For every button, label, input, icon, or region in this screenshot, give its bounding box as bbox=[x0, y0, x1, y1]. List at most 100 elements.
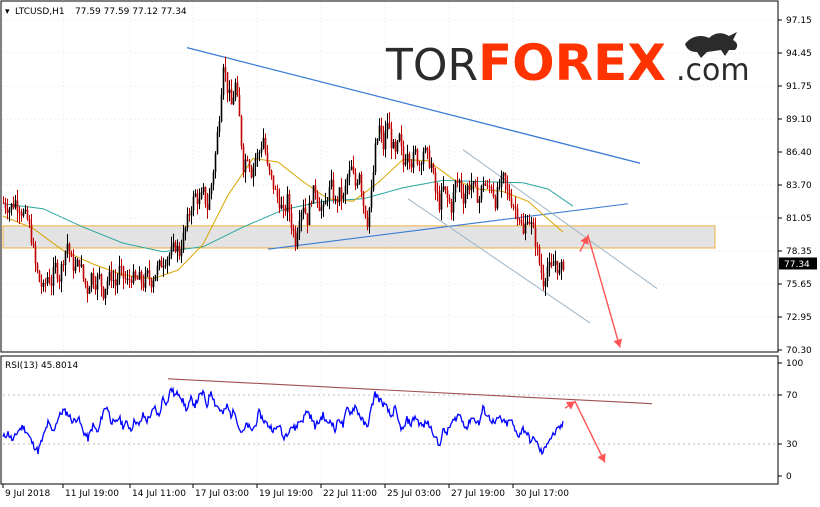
candle-body bbox=[148, 270, 151, 280]
upper-trendline[interactable] bbox=[186, 47, 641, 164]
candle-body bbox=[294, 230, 297, 247]
candle-body bbox=[220, 94, 223, 122]
channel-upper-line[interactable] bbox=[462, 149, 658, 289]
candle-body bbox=[192, 196, 195, 211]
candle-body bbox=[36, 263, 39, 271]
candle-body bbox=[552, 265, 555, 266]
candle-body bbox=[394, 141, 397, 152]
rsi-forecast-arrow bbox=[564, 400, 606, 463]
time-tick-label: 11 Jul 19:00 bbox=[65, 489, 119, 499]
candle-body bbox=[486, 185, 489, 187]
candle-body bbox=[370, 190, 373, 208]
rsi-axis: 100 70 30 0 bbox=[778, 359, 803, 482]
candle-body bbox=[160, 260, 163, 268]
bull-icon bbox=[685, 32, 738, 58]
candle-body bbox=[162, 265, 165, 268]
candle-body bbox=[456, 181, 459, 183]
candle-body bbox=[492, 189, 495, 197]
candle-body bbox=[180, 249, 183, 257]
candle-body bbox=[270, 170, 273, 176]
candle-body bbox=[424, 147, 427, 152]
candle-body bbox=[506, 183, 509, 191]
candle-body bbox=[248, 160, 251, 169]
candle-body bbox=[512, 205, 515, 207]
candle-body bbox=[90, 273, 93, 288]
candle-body bbox=[502, 173, 505, 176]
candle-body bbox=[46, 276, 49, 284]
candle-body bbox=[290, 212, 293, 229]
candle-body bbox=[196, 193, 199, 205]
candle-body bbox=[338, 187, 341, 203]
candle-body bbox=[8, 209, 11, 213]
candle-body bbox=[20, 213, 23, 216]
candle-body bbox=[156, 265, 159, 276]
candle-body bbox=[300, 212, 303, 221]
candle-body bbox=[396, 141, 399, 152]
candle-body bbox=[432, 164, 435, 173]
candle-body bbox=[470, 183, 473, 191]
rsi-tick-label: 100 bbox=[786, 359, 803, 369]
candles-layer bbox=[2, 56, 565, 306]
candle-body bbox=[58, 278, 61, 282]
candle-body bbox=[178, 245, 181, 257]
support-zone bbox=[2, 225, 716, 249]
candle-body bbox=[292, 228, 295, 231]
candle-body bbox=[326, 200, 329, 202]
candle-body bbox=[34, 245, 37, 264]
candle-body bbox=[428, 150, 431, 168]
candle-body bbox=[446, 190, 449, 198]
candle-body bbox=[132, 271, 135, 283]
candle-body bbox=[168, 254, 171, 259]
candle-body bbox=[48, 276, 51, 284]
candle-body bbox=[334, 199, 337, 201]
candle-body bbox=[188, 214, 191, 216]
candle-body bbox=[28, 219, 31, 225]
candle-body bbox=[136, 278, 139, 280]
candle-body bbox=[154, 275, 157, 281]
candle-body bbox=[82, 264, 85, 279]
candle-body bbox=[514, 206, 517, 209]
price-tick-label: 75.65 bbox=[786, 280, 812, 290]
candle-body bbox=[212, 172, 215, 185]
candle-body bbox=[554, 260, 557, 266]
candle-body bbox=[120, 265, 123, 267]
candle-body bbox=[310, 202, 313, 204]
candle-body bbox=[510, 198, 513, 206]
candle-body bbox=[244, 159, 247, 173]
candle-body bbox=[130, 280, 133, 283]
candle-body bbox=[78, 259, 81, 267]
candle-body bbox=[238, 95, 241, 117]
candle-body bbox=[330, 179, 333, 188]
candle-body bbox=[16, 200, 19, 212]
candle-body bbox=[246, 159, 249, 161]
candle-body bbox=[114, 279, 117, 286]
candle-body bbox=[410, 162, 413, 168]
candle-body bbox=[454, 181, 457, 193]
candle-body bbox=[274, 189, 277, 190]
candle-body bbox=[222, 67, 225, 95]
candle-body bbox=[106, 280, 109, 289]
candle-body bbox=[134, 271, 137, 279]
rsi-trendline[interactable] bbox=[167, 378, 653, 405]
price-tick-label: 86.40 bbox=[786, 148, 812, 158]
candle-body bbox=[460, 180, 463, 193]
candle-body bbox=[318, 202, 321, 211]
candle-body bbox=[504, 173, 507, 184]
channel-lower-line[interactable] bbox=[407, 198, 591, 324]
price-tick-label: 97.15 bbox=[786, 16, 812, 26]
candle-body bbox=[68, 243, 71, 254]
candle-body bbox=[126, 278, 129, 280]
rsi-forecast-arrow-head bbox=[597, 453, 606, 463]
candle-body bbox=[260, 148, 263, 153]
candle-body bbox=[356, 183, 359, 186]
rsi-header-label: RSI(13) 45.8014 bbox=[5, 361, 78, 371]
candle-body bbox=[320, 207, 323, 211]
candle-body bbox=[206, 203, 209, 210]
candle-body bbox=[306, 213, 309, 226]
candle-body bbox=[426, 147, 429, 151]
candle-body bbox=[236, 82, 239, 96]
candle-body bbox=[198, 198, 201, 205]
candle-body bbox=[184, 227, 187, 233]
candle-body bbox=[340, 187, 343, 200]
